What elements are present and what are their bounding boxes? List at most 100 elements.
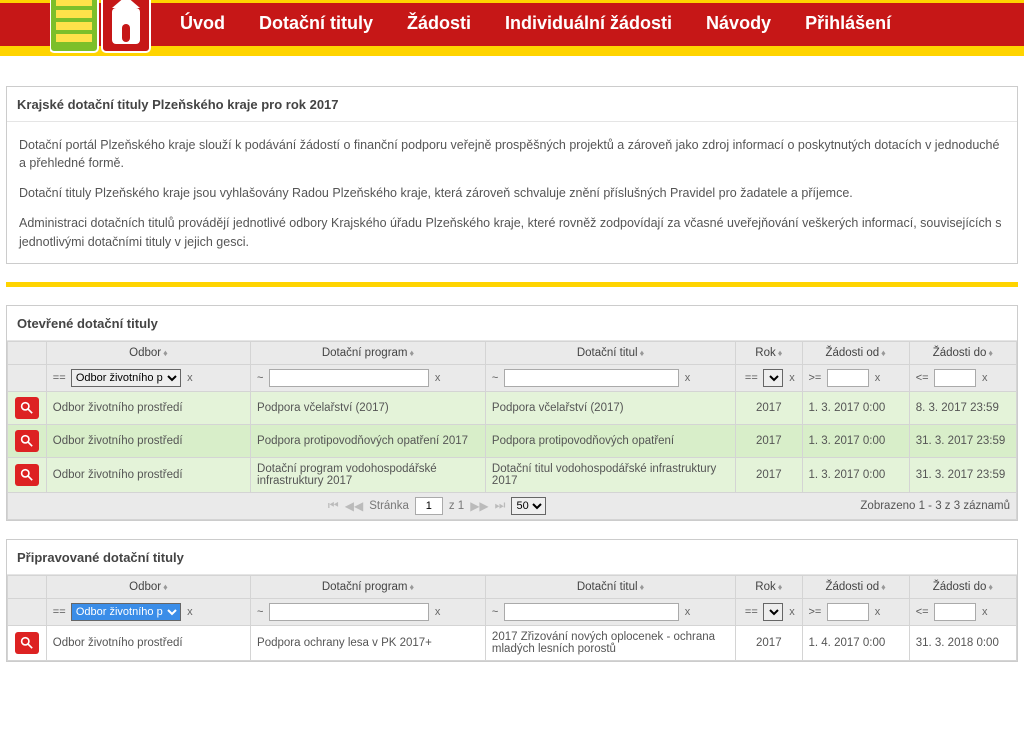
filter-odbor-select[interactable]: Odbor životního p <box>71 603 181 621</box>
col-odbor[interactable]: Odbor♦ <box>46 341 250 364</box>
cell-od: 1. 3. 2017 0:00 <box>802 391 909 424</box>
filter-clear[interactable]: x <box>786 606 795 618</box>
sort-icon: ♦ <box>879 348 886 358</box>
cell-titul: Podpora protipovodňových opatření <box>485 424 735 457</box>
filter-op-eq: == <box>743 606 760 618</box>
pager-prev-icon[interactable]: ◀◀ <box>345 499 363 513</box>
pager-first-icon[interactable]: ⏮ <box>328 498 339 513</box>
view-button[interactable] <box>15 397 39 419</box>
cell-rok: 2017 <box>736 457 802 492</box>
col-action <box>8 575 47 598</box>
cell-do: 31. 3. 2017 23:59 <box>909 424 1016 457</box>
filter-op-ge: >= <box>807 372 824 384</box>
filter-clear[interactable]: x <box>682 606 691 618</box>
magnifier-icon <box>20 401 33 414</box>
filter-do-input[interactable] <box>934 603 976 621</box>
filter-do-input[interactable] <box>934 369 976 387</box>
col-odbor[interactable]: Odbor♦ <box>46 575 250 598</box>
filter-clear[interactable]: x <box>872 606 881 618</box>
prepared-panel: Připravované dotační tituly Odbor♦ Dotač… <box>6 539 1018 662</box>
filter-rok-select[interactable] <box>763 603 783 621</box>
cell-program: Podpora protipovodňových opatření 2017 <box>251 424 486 457</box>
intro-panel: Krajské dotační tituly Plzeňského kraje … <box>6 86 1018 264</box>
filter-od-input[interactable] <box>827 603 869 621</box>
pager-page-input[interactable] <box>415 497 443 515</box>
header-bar: Úvod Dotační tituly Žádosti Individuální… <box>0 0 1024 56</box>
intro-body: Dotační portál Plzeňského kraje slouží k… <box>7 122 1017 263</box>
filter-rok-select[interactable] <box>763 369 783 387</box>
filter-clear[interactable]: x <box>979 606 988 618</box>
filter-clear[interactable]: x <box>979 372 988 384</box>
sort-icon: ♦ <box>776 348 783 358</box>
intro-title: Krajské dotační tituly Plzeňského kraje … <box>7 87 1017 122</box>
col-do[interactable]: Žádosti do♦ <box>909 341 1016 364</box>
cell-titul: Dotační titul vodohospodářské infrastruk… <box>485 457 735 492</box>
filter-clear[interactable]: x <box>872 372 881 384</box>
col-od[interactable]: Žádosti od♦ <box>802 575 909 598</box>
col-od[interactable]: Žádosti od♦ <box>802 341 909 364</box>
sort-icon: ♦ <box>879 582 886 592</box>
col-program[interactable]: Dotační program♦ <box>251 341 486 364</box>
cell-od: 1. 4. 2017 0:00 <box>802 625 909 660</box>
filter-op-tilde: ~ <box>490 606 500 618</box>
filter-op-eq: == <box>743 372 760 384</box>
filter-clear[interactable]: x <box>682 372 691 384</box>
view-button[interactable] <box>15 430 39 452</box>
cell-program: Podpora včelařství (2017) <box>251 391 486 424</box>
nav-dotacni[interactable]: Dotační tituly <box>259 13 373 34</box>
magnifier-icon <box>20 468 33 481</box>
pager-last-icon[interactable]: ⏭ <box>495 498 506 513</box>
cell-rok: 2017 <box>736 625 802 660</box>
filter-titul-input[interactable] <box>504 603 679 621</box>
view-button[interactable] <box>15 464 39 486</box>
col-rok[interactable]: Rok♦ <box>736 341 802 364</box>
nav-individualni[interactable]: Individuální žádosti <box>505 13 672 34</box>
open-title: Otevřené dotační tituly <box>7 306 1017 341</box>
open-panel: Otevřené dotační tituly Odbor♦ Dotační p… <box>6 305 1018 521</box>
filter-clear[interactable]: x <box>432 606 441 618</box>
nav-prihlaseni[interactable]: Přihlášení <box>805 13 891 34</box>
filter-clear[interactable]: x <box>786 372 795 384</box>
filter-od-input[interactable] <box>827 369 869 387</box>
sort-icon: ♦ <box>776 582 783 592</box>
cell-titul: Podpora včelařství (2017) <box>485 391 735 424</box>
cell-od: 1. 3. 2017 0:00 <box>802 457 909 492</box>
nav-uvod[interactable]: Úvod <box>180 13 225 34</box>
table-row: Odbor životního prostředí Podpora protip… <box>8 424 1017 457</box>
intro-p3: Administraci dotačních titulů provádějí … <box>19 214 1005 250</box>
filter-op-tilde: ~ <box>255 372 265 384</box>
col-titul[interactable]: Dotační titul♦ <box>485 575 735 598</box>
cell-program: Podpora ochrany lesa v PK 2017+ <box>251 625 486 660</box>
col-rok[interactable]: Rok♦ <box>736 575 802 598</box>
cell-odbor: Odbor životního prostředí <box>46 457 250 492</box>
filter-op-le: <= <box>914 606 931 618</box>
pager-summary: Zobrazeno 1 - 3 z 3 záznamů <box>860 500 1010 512</box>
pager-per-select[interactable]: 50 <box>511 497 546 515</box>
filter-op-eq: == <box>51 372 68 384</box>
pager-next-icon[interactable]: ▶▶ <box>470 499 488 513</box>
nav-zadosti[interactable]: Žádosti <box>407 13 471 34</box>
col-titul[interactable]: Dotační titul♦ <box>485 341 735 364</box>
intro-p1: Dotační portál Plzeňského kraje slouží k… <box>19 136 1005 172</box>
filter-clear[interactable]: x <box>184 372 193 384</box>
col-do[interactable]: Žádosti do♦ <box>909 575 1016 598</box>
filter-clear[interactable]: x <box>432 372 441 384</box>
view-button[interactable] <box>15 632 39 654</box>
sort-icon: ♦ <box>408 582 415 592</box>
filter-clear[interactable]: x <box>184 606 193 618</box>
cell-do: 31. 3. 2018 0:00 <box>909 625 1016 660</box>
prepared-grid: Odbor♦ Dotační program♦ Dotační titul♦ R… <box>7 575 1017 661</box>
intro-p2: Dotační tituly Plzeňského kraje jsou vyh… <box>19 184 1005 202</box>
filter-titul-input[interactable] <box>504 369 679 387</box>
filter-op-ge: >= <box>807 606 824 618</box>
filter-program-input[interactable] <box>269 603 429 621</box>
pager-of: z 1 <box>449 500 464 512</box>
filter-odbor-select[interactable]: Odbor životního p <box>71 369 181 387</box>
col-program[interactable]: Dotační program♦ <box>251 575 486 598</box>
cell-titul: 2017 Zřizování nových oplocenek - ochran… <box>485 625 735 660</box>
nav-navody[interactable]: Návody <box>706 13 771 34</box>
table-row: Odbor životního prostředí Podpora včelař… <box>8 391 1017 424</box>
sort-icon: ♦ <box>638 348 645 358</box>
table-row: Odbor životního prostředí Dotační progra… <box>8 457 1017 492</box>
filter-program-input[interactable] <box>269 369 429 387</box>
